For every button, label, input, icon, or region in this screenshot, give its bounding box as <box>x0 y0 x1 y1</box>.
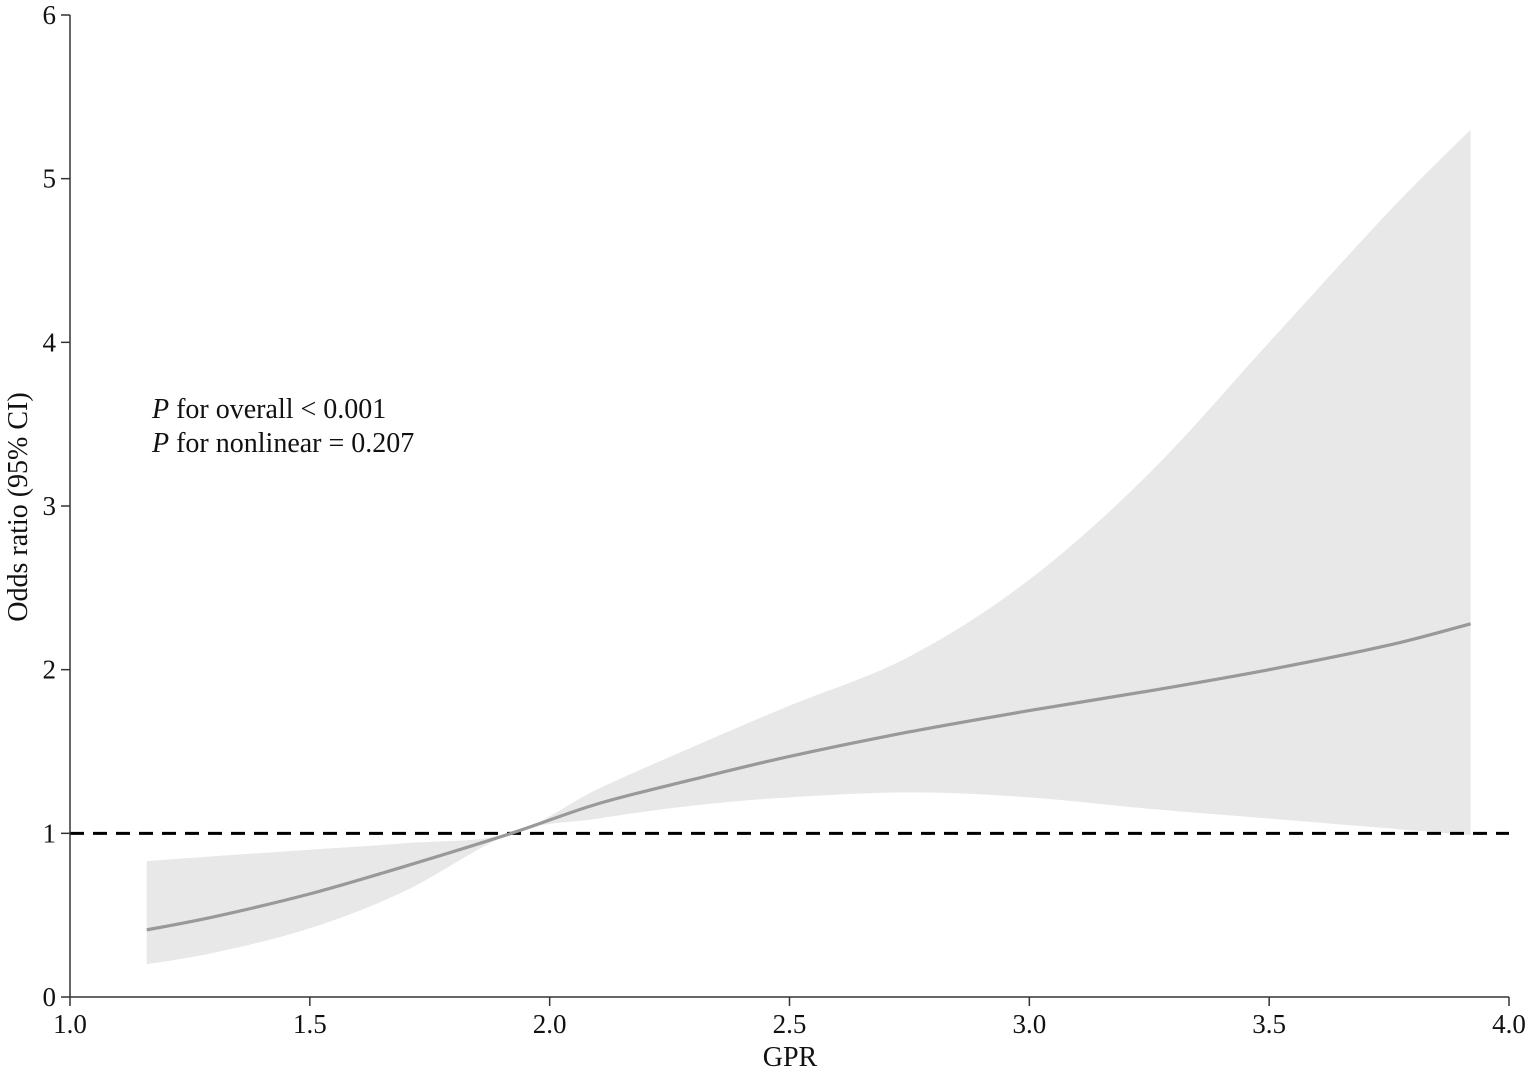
y-tick-label: 0 <box>43 982 57 1012</box>
confidence-band <box>146 129 1471 965</box>
p-nonlinear-text: for nonlinear = 0.207 <box>169 428 414 459</box>
x-tick-label: 1.0 <box>53 1009 87 1039</box>
x-axis-ticks: 1.0 1.5 2.0 2.5 3.0 3.5 4.0 <box>53 997 1526 1039</box>
x-tick-label: 4.0 <box>1492 1009 1526 1039</box>
p-nonlinear-annotation: P for nonlinear = 0.207 <box>151 428 414 459</box>
p-nonlinear-italic: P <box>151 428 169 459</box>
y-tick-label: 5 <box>43 164 57 194</box>
odds-ratio-curve <box>146 622 1472 932</box>
p-overall-italic: P <box>151 394 169 425</box>
x-tick-label: 2.0 <box>533 1009 567 1039</box>
p-overall-annotation: P for overall < 0.001 <box>151 394 386 425</box>
p-overall-text: for overall < 0.001 <box>169 394 386 425</box>
y-tick-label: 6 <box>43 0 57 30</box>
y-axis-label: Odds ratio (95% CI) <box>3 392 34 621</box>
x-axis-label: GPR <box>763 1042 818 1073</box>
y-tick-label: 4 <box>43 327 57 357</box>
x-tick-label: 2.5 <box>773 1009 807 1039</box>
y-axis-ticks: 0 1 2 3 4 5 6 <box>43 0 70 1012</box>
y-tick-label: 1 <box>43 818 57 848</box>
y-tick-label: 3 <box>43 491 57 521</box>
x-tick-label: 3.0 <box>1012 1009 1046 1039</box>
y-tick-label: 2 <box>43 655 57 685</box>
x-tick-label: 1.5 <box>293 1009 327 1039</box>
x-tick-label: 3.5 <box>1252 1009 1286 1039</box>
confidence-band-layer <box>146 129 1471 965</box>
odds-ratio-curve-layer <box>146 622 1472 932</box>
